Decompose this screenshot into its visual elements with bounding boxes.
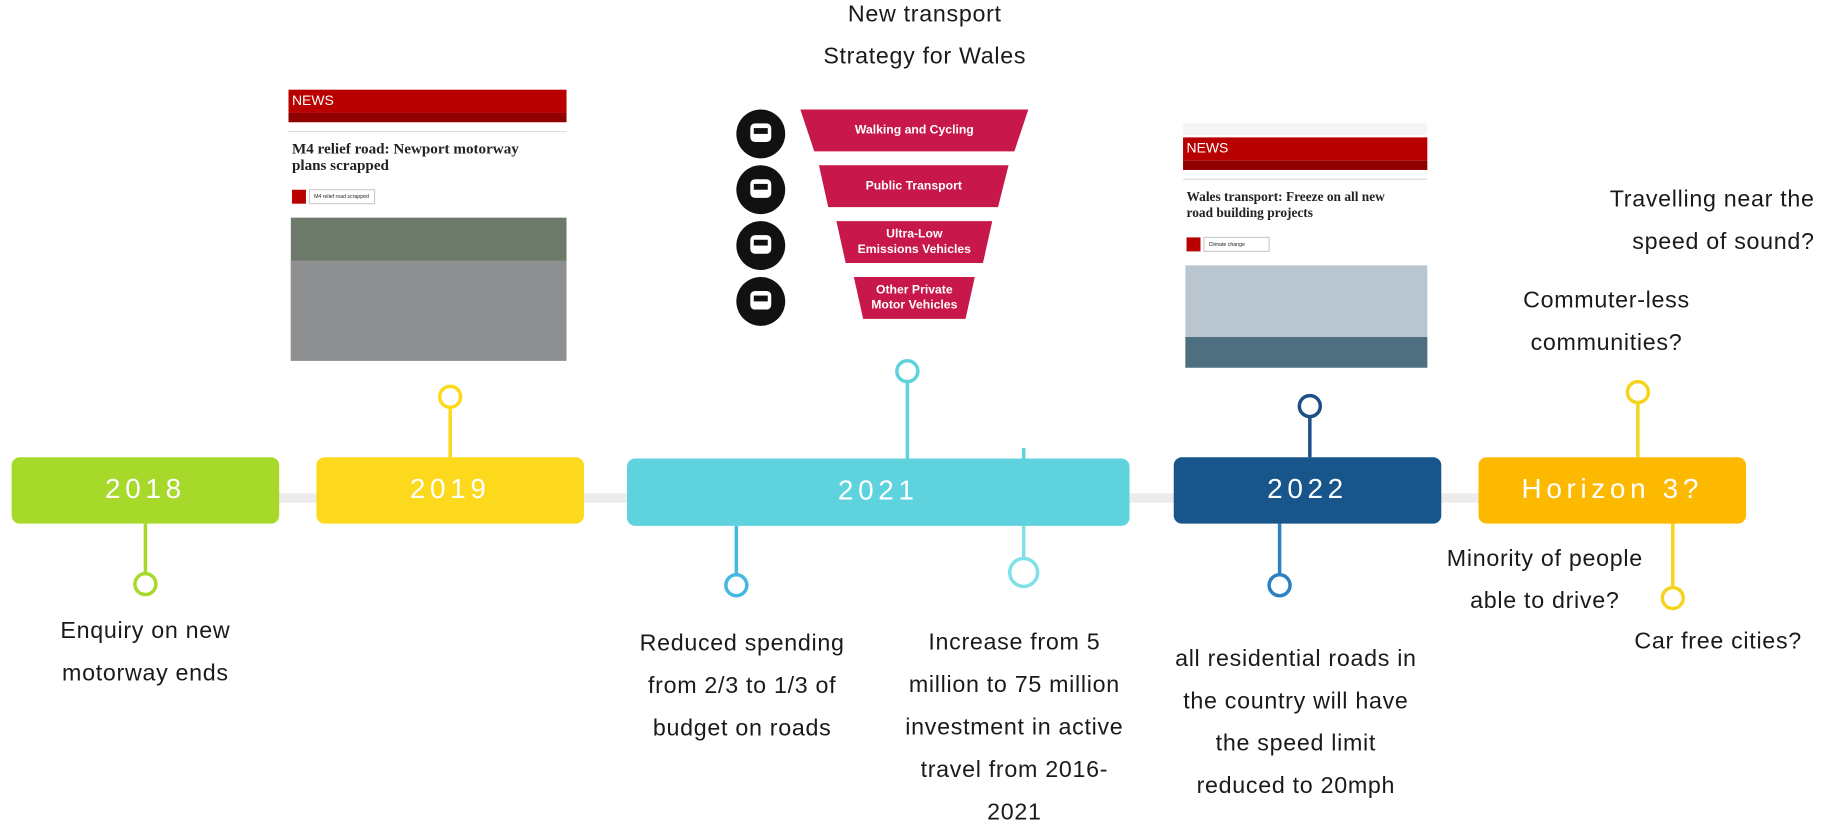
note-line: all residential roads in: [1175, 645, 1417, 671]
tag-label: Climate change: [1209, 242, 1245, 248]
photo-part: [1185, 337, 1427, 368]
note-line: Increase from 5: [928, 629, 1100, 655]
note-line: communities?: [1531, 329, 1683, 355]
note-line: travel from 2016-: [921, 756, 1109, 782]
mode-icon-glyph: [754, 184, 768, 190]
news-nav: [1183, 161, 1427, 170]
note-line: investment in active: [905, 713, 1123, 739]
note-line: from 2/3 to 1/3 of: [648, 672, 836, 698]
year-label: Horizon 3?: [1522, 473, 1703, 504]
connector-dot: [1299, 396, 1320, 417]
mode-icon-glyph: [754, 128, 768, 134]
timeline-diagram: 2018 2019 2021 2022 Horizon 3? Enquiry on new…: [0, 0, 1824, 825]
bbc-bar: [1183, 123, 1427, 135]
year-label: 2019: [410, 473, 491, 504]
headline: road building projects: [1187, 205, 1313, 220]
mode-icon-glyph: [754, 240, 768, 246]
note-line: Enquiry on new: [60, 617, 230, 643]
news-brand: NEWS: [1187, 140, 1229, 156]
note-line: Reduced spending: [640, 630, 845, 656]
note-line: able to drive?: [1470, 587, 1619, 613]
note-line: Travelling near the: [1610, 185, 1815, 211]
note-line: Car free cities?: [1634, 627, 1802, 653]
funnel-label: Public Transport: [866, 178, 962, 192]
headline: Wales transport: Freeze on all new: [1187, 189, 1386, 204]
strategy-title: New transport: [848, 0, 1002, 26]
strategy-title: Strategy for Wales: [823, 42, 1026, 68]
note-line: Commuter-less: [1523, 287, 1690, 313]
funnel-label: Walking and Cycling: [855, 123, 974, 137]
note-line: speed of sound?: [1632, 228, 1814, 254]
note-line: the country will have: [1183, 687, 1408, 713]
news-brand: NEWS: [292, 92, 334, 108]
headline: M4 relief road: Newport motorway: [292, 142, 519, 158]
connector-dot: [135, 574, 156, 595]
year-label: 2018: [105, 473, 186, 504]
funnel-label: Other Private: [876, 283, 953, 297]
funnel-label: Emissions Vehicles: [858, 242, 971, 256]
connector-dot: [897, 361, 918, 382]
mode-icon-glyph: [754, 296, 768, 302]
connector-dot: [1010, 558, 1038, 586]
share-button: [1187, 237, 1201, 251]
note-line: Minority of people: [1447, 545, 1643, 571]
connector-dot: [1627, 382, 1648, 403]
year-label: 2021: [838, 475, 919, 506]
funnel-label: Ultra-Low: [886, 227, 943, 241]
year-label: 2022: [1267, 473, 1348, 504]
note-line: reduced to 20mph: [1197, 772, 1396, 798]
tag-label: M4 relief road scrapped: [314, 194, 369, 200]
funnel-label: Motor Vehicles: [871, 298, 957, 312]
note-line: the speed limit: [1216, 730, 1376, 756]
note-line: budget on roads: [653, 715, 832, 741]
news-nav: [288, 113, 566, 122]
connector-dot: [440, 386, 461, 407]
note-line: 2021: [987, 798, 1042, 824]
note-line: million to 75 million: [909, 671, 1120, 697]
connector-dot: [1269, 575, 1290, 596]
note-line: motorway ends: [62, 659, 229, 685]
share-button: [292, 190, 306, 204]
headline: plans scrapped: [292, 158, 390, 174]
connector-dot: [1662, 588, 1683, 609]
connector-dot: [726, 575, 747, 596]
photo-part: [291, 261, 567, 361]
